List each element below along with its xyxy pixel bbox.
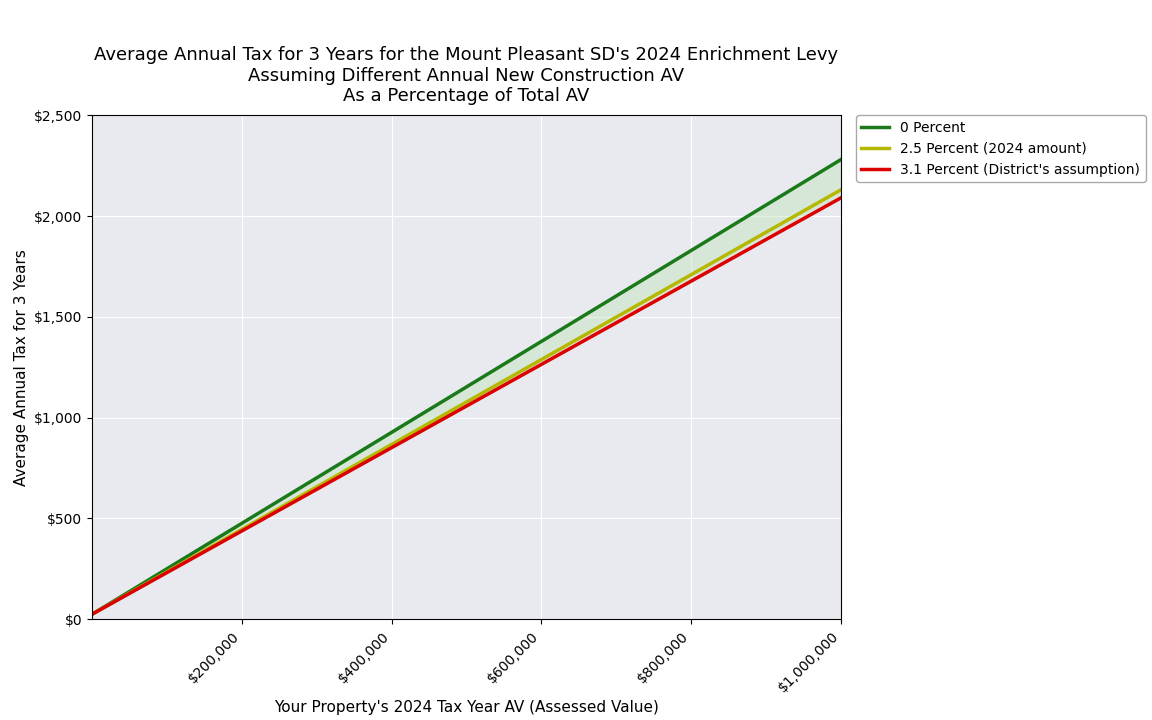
3.1 Percent (District's assumption) — [446, 410, 460, 418]
2.5 Percent (2024 amount) — [446, 406, 460, 415]
0 Percent — [531, 339, 545, 348]
2.5 Percent (2024 amount) — [441, 408, 455, 417]
Line: 3.1 Percent (District's assumption): 3.1 Percent (District's assumption) — [92, 198, 841, 614]
0 Percent — [85, 610, 99, 618]
3.1 Percent (District's assumption) — [699, 269, 713, 277]
2.5 Percent (2024 amount) — [491, 380, 505, 389]
Legend: 0 Percent, 2.5 Percent (2024 amount), 3.1 Percent (District's assumption): 0 Percent, 2.5 Percent (2024 amount), 3.… — [856, 115, 1146, 182]
0 Percent — [834, 156, 848, 164]
3.1 Percent (District's assumption) — [531, 362, 545, 371]
2.5 Percent (2024 amount) — [699, 262, 713, 271]
X-axis label: Your Property's 2024 Tax Year AV (Assessed Value): Your Property's 2024 Tax Year AV (Assess… — [274, 701, 659, 715]
0 Percent — [816, 166, 829, 175]
0 Percent — [446, 391, 460, 400]
Line: 0 Percent: 0 Percent — [92, 160, 841, 614]
2.5 Percent (2024 amount) — [816, 196, 829, 204]
3.1 Percent (District's assumption) — [491, 384, 505, 393]
3.1 Percent (District's assumption) — [441, 412, 455, 420]
0 Percent — [699, 237, 713, 246]
2.5 Percent (2024 amount) — [85, 610, 99, 618]
2.5 Percent (2024 amount) — [531, 357, 545, 366]
Title: Average Annual Tax for 3 Years for the Mount Pleasant SD's 2024 Enrichment Levy
: Average Annual Tax for 3 Years for the M… — [94, 45, 839, 105]
Line: 2.5 Percent (2024 amount): 2.5 Percent (2024 amount) — [92, 190, 841, 614]
Y-axis label: Average Annual Tax for 3 Years: Average Annual Tax for 3 Years — [14, 249, 29, 485]
3.1 Percent (District's assumption) — [816, 204, 829, 212]
0 Percent — [441, 394, 455, 402]
3.1 Percent (District's assumption) — [85, 610, 99, 618]
0 Percent — [491, 364, 505, 372]
3.1 Percent (District's assumption) — [834, 194, 848, 202]
2.5 Percent (2024 amount) — [834, 186, 848, 194]
